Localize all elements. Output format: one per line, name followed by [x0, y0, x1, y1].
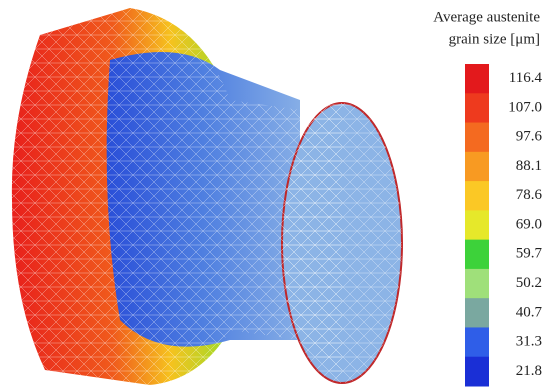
- fem-model: [11, 8, 403, 385]
- colorbar-label: 107.0: [508, 99, 542, 115]
- colorbar-label: 40.7: [516, 304, 543, 320]
- colorbar-band: [465, 93, 489, 124]
- colorbar-label: 97.6: [516, 129, 543, 145]
- colorbar-band: [465, 268, 489, 299]
- colorbar-band: [465, 151, 489, 182]
- colorbar-label: 59.7: [516, 246, 543, 262]
- colorbar-band: [465, 356, 489, 387]
- colorbar-label: 50.2: [516, 275, 542, 291]
- colorbar: 116.4 107.0 97.6 88.1 78.6 69.0 59.7 50.2 40.7 31…: [465, 64, 543, 387]
- colorbar-band: [465, 181, 489, 211]
- legend-title: grain size [μm]: [449, 31, 540, 47]
- colorbar-label: 31.3: [516, 334, 542, 350]
- colorbar-label: 116.4: [509, 70, 543, 86]
- colorbar-band: [465, 122, 489, 153]
- colorbar-band: [465, 239, 489, 270]
- colorbar-label: 88.1: [516, 158, 542, 174]
- colorbar-label: 78.6: [516, 187, 543, 203]
- colorbar-band: [465, 210, 489, 241]
- colorbar-band: [465, 327, 489, 358]
- colorbar-band: [465, 298, 489, 328]
- colorbar-label: 21.8: [516, 363, 542, 379]
- colorbar-band: [465, 64, 489, 94]
- colorbar-label: 69.0: [516, 216, 542, 232]
- legend-title: Average austenite: [433, 9, 540, 25]
